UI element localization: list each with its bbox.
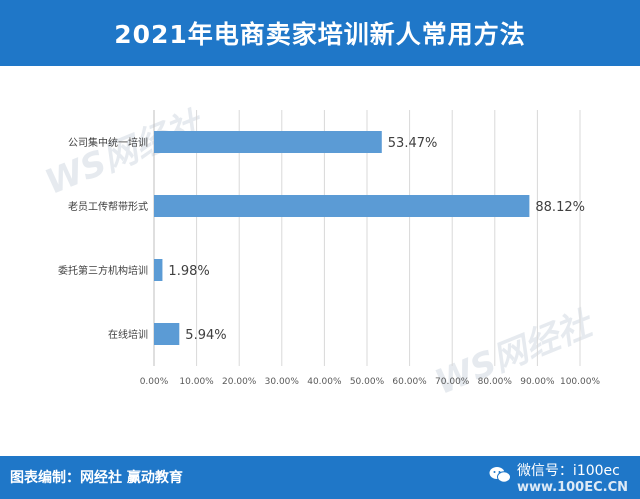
x-tick-label: 100.00% (560, 377, 600, 387)
data-label: 53.47% (388, 136, 438, 151)
category-label: 在线培训 (108, 328, 148, 341)
data-label: 1.98% (168, 264, 209, 279)
x-tick-label: 90.00% (520, 377, 555, 387)
x-tick-label: 50.00% (350, 377, 385, 387)
bar (154, 131, 382, 153)
x-tick-label: 30.00% (265, 377, 300, 387)
category-label: 委托第三方机构培训 (58, 264, 148, 277)
x-tick-label: 40.00% (307, 377, 342, 387)
data-label: 5.94% (185, 328, 226, 343)
footer-site: www.100EC.CN (516, 480, 628, 495)
data-label: 88.12% (535, 200, 585, 215)
x-tick-label: 60.00% (392, 377, 427, 387)
wechat-info: 微信号：i100ec www.100EC.CN (489, 458, 628, 495)
bar (154, 195, 530, 217)
footer-banner: 图表编制：网经社 赢动教育 微信号：i100ec www.100EC.CN (0, 456, 640, 499)
wechat-icon (489, 467, 511, 483)
category-label: 公司集中统一培训 (68, 136, 148, 149)
x-tick-label: 20.00% (222, 377, 257, 387)
x-tick-label: 70.00% (435, 377, 470, 387)
chart-area: WS网经社 WS网经社 0.00% 10.00% 20.00% 30.00% 40.00… (0, 66, 640, 456)
chart-title: 2021年电商卖家培训新人常用方法 (114, 20, 526, 49)
bar (154, 323, 180, 345)
bar (154, 259, 163, 281)
wechat-handle: 微信号：i100ec (516, 463, 620, 479)
x-tick-label: 0.00% (140, 377, 169, 387)
category-label: 老员工传帮带形式 (68, 200, 148, 213)
x-tick-label: 10.00% (179, 377, 214, 387)
footer-credit: 图表编制：网经社 赢动教育 (10, 470, 183, 486)
header-banner: 2021年电商卖家培训新人常用方法 (0, 0, 640, 66)
bar-chart: 0.00% 10.00% 20.00% 30.00% 40.00% 50.00% 60.00… (58, 110, 600, 387)
x-tick-label: 80.00% (478, 377, 513, 387)
